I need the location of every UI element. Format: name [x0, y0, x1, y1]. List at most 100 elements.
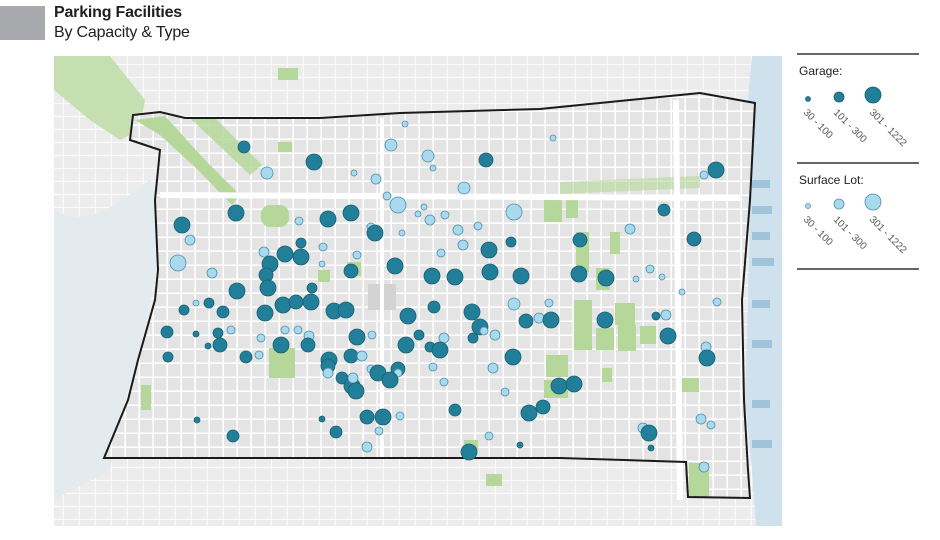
garage-marker[interactable]: [237, 140, 251, 154]
garage-marker[interactable]: [226, 429, 240, 443]
surface-lot-marker[interactable]: [260, 166, 274, 180]
surface-lot-marker[interactable]: [487, 362, 499, 374]
surface-lot-marker[interactable]: [169, 254, 187, 272]
garage-marker[interactable]: [707, 161, 725, 179]
surface-lot-marker[interactable]: [421, 149, 435, 163]
garage-marker[interactable]: [162, 351, 174, 363]
garage-marker[interactable]: [288, 294, 304, 310]
garage-marker[interactable]: [348, 328, 366, 346]
garage-marker[interactable]: [597, 269, 615, 287]
surface-lot-marker[interactable]: [370, 173, 382, 185]
garage-marker[interactable]: [256, 304, 274, 322]
garage-marker[interactable]: [463, 303, 481, 321]
surface-lot-marker[interactable]: [457, 181, 471, 195]
garage-marker[interactable]: [640, 424, 658, 442]
garage-marker[interactable]: [478, 152, 494, 168]
garage-marker[interactable]: [570, 265, 588, 283]
surface-lot-marker[interactable]: [436, 248, 446, 258]
garage-marker[interactable]: [228, 282, 246, 300]
surface-lot-marker[interactable]: [420, 203, 428, 211]
surface-lot-marker[interactable]: [256, 333, 266, 343]
surface-lot-marker[interactable]: [429, 164, 437, 172]
surface-lot-marker[interactable]: [500, 387, 510, 397]
garage-marker[interactable]: [504, 348, 522, 366]
garage-marker[interactable]: [319, 210, 337, 228]
garage-marker[interactable]: [651, 311, 661, 321]
garage-marker[interactable]: [512, 267, 530, 285]
surface-lot-marker[interactable]: [206, 267, 218, 279]
surface-lot-marker[interactable]: [440, 210, 450, 220]
garage-marker[interactable]: [274, 296, 292, 314]
surface-lot-marker[interactable]: [384, 138, 398, 152]
garage-marker[interactable]: [305, 153, 323, 171]
surface-lot-marker[interactable]: [699, 170, 709, 180]
surface-lot-marker[interactable]: [395, 411, 405, 421]
surface-lot-marker[interactable]: [428, 362, 438, 372]
surface-lot-marker[interactable]: [322, 367, 334, 379]
garage-marker[interactable]: [446, 268, 464, 286]
surface-lot-marker[interactable]: [347, 372, 359, 384]
garage-marker[interactable]: [366, 224, 384, 242]
garage-marker[interactable]: [276, 245, 294, 263]
surface-lot-marker[interactable]: [389, 196, 407, 214]
garage-marker[interactable]: [272, 336, 290, 354]
garage-marker[interactable]: [596, 311, 614, 329]
surface-lot-marker[interactable]: [505, 203, 523, 221]
garage-marker[interactable]: [565, 375, 583, 393]
garage-marker[interactable]: [292, 248, 310, 266]
surface-lot-marker[interactable]: [226, 325, 236, 335]
surface-lot-marker[interactable]: [645, 264, 655, 274]
surface-lot-marker[interactable]: [484, 431, 494, 441]
surface-lot-marker[interactable]: [678, 288, 686, 296]
garage-marker[interactable]: [427, 300, 441, 314]
surface-lot-marker[interactable]: [398, 229, 406, 237]
garage-marker[interactable]: [686, 231, 702, 247]
garage-marker[interactable]: [413, 329, 425, 341]
garage-marker[interactable]: [386, 257, 404, 275]
garage-marker[interactable]: [448, 403, 462, 417]
garage-marker[interactable]: [550, 377, 568, 395]
garage-marker[interactable]: [698, 349, 716, 367]
garage-marker[interactable]: [480, 241, 498, 259]
garage-marker[interactable]: [302, 293, 320, 311]
garage-marker[interactable]: [300, 337, 316, 353]
garage-marker[interactable]: [329, 425, 343, 439]
surface-lot-marker[interactable]: [438, 332, 450, 344]
garage-marker[interactable]: [239, 350, 253, 364]
garage-marker[interactable]: [306, 282, 318, 294]
garage-marker[interactable]: [204, 342, 212, 350]
surface-lot-marker[interactable]: [658, 273, 666, 281]
garage-marker[interactable]: [337, 301, 355, 319]
surface-lot-marker[interactable]: [533, 312, 545, 324]
surface-lot-marker[interactable]: [350, 169, 358, 177]
surface-lot-marker[interactable]: [624, 223, 636, 235]
surface-lot-marker[interactable]: [361, 441, 373, 453]
garage-marker[interactable]: [178, 304, 190, 316]
surface-lot-marker[interactable]: [452, 224, 464, 236]
surface-lot-marker[interactable]: [660, 309, 672, 321]
surface-lot-marker[interactable]: [258, 246, 270, 258]
surface-lot-marker[interactable]: [632, 275, 640, 283]
garage-marker[interactable]: [160, 325, 174, 339]
garage-marker[interactable]: [399, 307, 417, 325]
garage-marker[interactable]: [192, 330, 200, 338]
surface-lot-marker[interactable]: [439, 377, 449, 387]
surface-lot-marker[interactable]: [698, 461, 710, 473]
surface-lot-marker[interactable]: [544, 298, 554, 308]
surface-lot-marker[interactable]: [184, 234, 196, 246]
garage-marker[interactable]: [467, 332, 479, 344]
surface-lot-marker[interactable]: [318, 242, 328, 252]
garage-marker[interactable]: [397, 336, 415, 354]
surface-lot-marker[interactable]: [473, 221, 483, 231]
garage-marker[interactable]: [423, 267, 441, 285]
surface-lot-marker[interactable]: [280, 325, 290, 335]
garage-marker[interactable]: [212, 327, 224, 339]
surface-lot-marker[interactable]: [382, 191, 392, 201]
surface-lot-marker[interactable]: [356, 350, 368, 362]
garage-marker[interactable]: [516, 441, 524, 449]
garage-marker[interactable]: [460, 443, 478, 461]
garage-marker[interactable]: [505, 236, 517, 248]
garage-marker[interactable]: [374, 408, 392, 426]
garage-marker[interactable]: [657, 203, 671, 217]
